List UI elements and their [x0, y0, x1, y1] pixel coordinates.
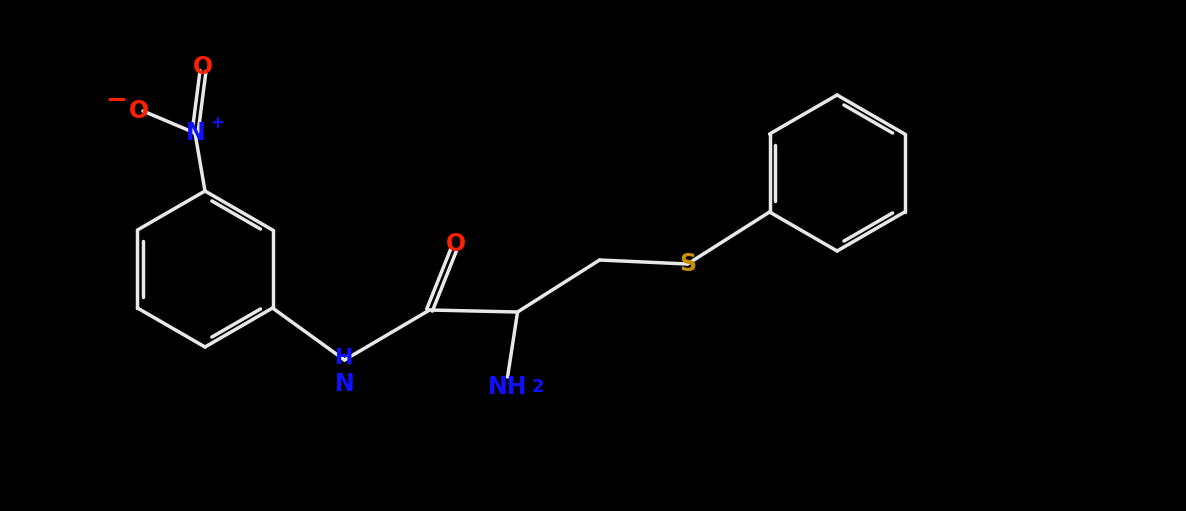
Text: S: S — [680, 252, 696, 276]
Text: NH: NH — [487, 375, 528, 399]
Text: +: + — [210, 114, 224, 132]
Text: N: N — [334, 372, 355, 396]
Text: 2: 2 — [531, 378, 544, 396]
Text: O: O — [129, 99, 149, 123]
Text: N: N — [186, 121, 206, 145]
Text: O: O — [193, 55, 213, 79]
Text: −: − — [104, 88, 127, 114]
Text: H: H — [336, 348, 353, 368]
Text: O: O — [446, 232, 466, 256]
